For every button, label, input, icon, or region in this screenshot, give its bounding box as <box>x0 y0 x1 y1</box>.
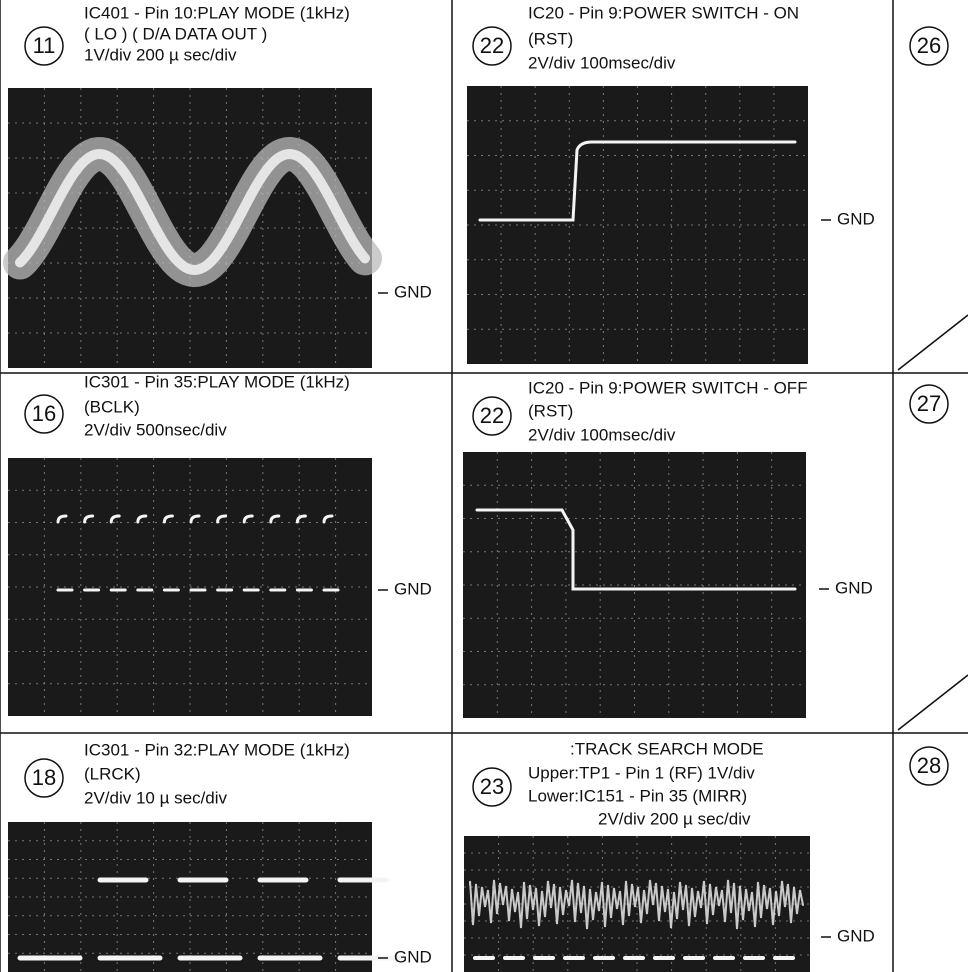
scope-grid <box>464 836 810 972</box>
waveform <box>475 508 797 591</box>
gnd-label: GND <box>394 282 432 301</box>
panel-number: 18 <box>32 765 56 790</box>
waveform <box>469 879 804 930</box>
caption-line: ( LO ) ( D/A DATA OUT ) <box>84 24 267 43</box>
caption-line: IC20 - Pin 9:POWER SWITCH - ON <box>528 3 799 22</box>
number-circle <box>24 758 64 798</box>
number-circle <box>472 767 512 807</box>
caption-line: IC301 - Pin 35:PLAY MODE (1kHz) <box>84 372 350 391</box>
scope-grid <box>8 458 372 716</box>
panel-number: 26 <box>917 33 941 58</box>
gnd-label: GND <box>837 209 875 228</box>
waveform <box>17 877 403 961</box>
caption-line: (LRCK) <box>84 764 141 783</box>
caption-line: 2V/div 200 µ sec/div <box>598 809 751 828</box>
caption-line: Upper:TP1 - Pin 1 (RF) 1V/div <box>528 763 755 782</box>
scope-grid <box>467 86 808 364</box>
number-circle <box>24 26 64 66</box>
scope-screen <box>467 86 808 364</box>
caption-line: 2V/div 100msec/div <box>528 425 676 444</box>
waveform <box>478 140 797 222</box>
number-circle <box>472 26 512 66</box>
gnd-label: GND <box>394 579 432 598</box>
caption-line: 1V/div 200 µ sec/div <box>84 45 237 64</box>
number-circle <box>909 384 949 424</box>
caption-line: IC401 - Pin 10:PLAY MODE (1kHz) <box>84 3 350 22</box>
gnd-label: GND <box>835 578 873 597</box>
scope-grid <box>463 452 806 718</box>
waveform <box>56 514 340 592</box>
panel-number: 16 <box>32 401 56 426</box>
caption-line: (BCLK) <box>84 397 140 416</box>
caption-line: Lower:IC151 - Pin 35 (MIRR) <box>528 786 747 805</box>
number-circle <box>472 396 512 436</box>
caption-line: (RST) <box>528 401 573 420</box>
number-circle <box>24 394 64 434</box>
number-circle <box>909 746 949 786</box>
caption-line: 2V/div 10 µ sec/div <box>84 788 228 807</box>
waveform <box>15 148 370 276</box>
panel-number: 23 <box>480 774 504 799</box>
panel-number: 22 <box>480 33 504 58</box>
panel-number: 28 <box>917 753 941 778</box>
caption-line: IC20 - Pin 9:POWER SWITCH - OFF <box>528 378 808 397</box>
scope-panel: 11 IC401 - Pin 10:PLAY MODE (1kHz) ( LO ) … <box>3 3 432 368</box>
scope-panel: 22 IC20 - Pin 9:POWER SWITCH - OFF (RST) 2V… <box>463 378 873 718</box>
caption-line: 2V/div 100msec/div <box>528 53 676 72</box>
number-circle <box>909 26 949 66</box>
gnd-label: GND <box>394 947 432 966</box>
scope-panel: 22 IC20 - Pin 9:POWER SWITCH - ON (RST) 2V/… <box>467 3 875 364</box>
scope-panel: 18 IC301 - Pin 32:PLAY MODE (1kHz) (LRCK) 2… <box>8 740 432 972</box>
scope-panel: 16 IC301 - Pin 35:PLAY MODE (1kHz) (BCLK) 2… <box>8 372 432 716</box>
caption-line: (RST) <box>528 29 573 48</box>
caption-line: IC301 - Pin 32:PLAY MODE (1kHz) <box>84 740 350 759</box>
caption-line: 2V/div 500nsec/div <box>84 420 227 439</box>
panel-number: 27 <box>917 391 941 416</box>
scope-panel: 23 :TRACK SEARCH MODE Upper:TP1 - Pin 1 (R… <box>464 739 875 972</box>
gnd-label: GND <box>837 926 875 945</box>
caption-line: :TRACK SEARCH MODE <box>570 739 764 758</box>
panel-number: 22 <box>480 403 504 428</box>
panel-number: 11 <box>33 33 56 58</box>
